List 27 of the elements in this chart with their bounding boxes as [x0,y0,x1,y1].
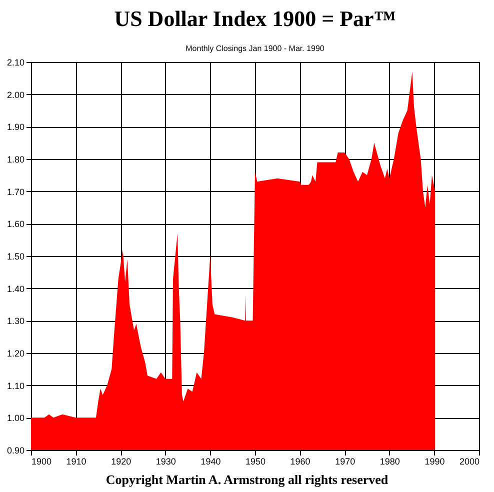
y-tick-label: 2.00 [6,90,24,100]
y-tick-label: 0.90 [6,446,24,456]
x-tick-label: 1930 [156,456,176,466]
y-tick-label: 1.60 [6,219,24,230]
y-tick-label: 1.30 [6,316,24,326]
x-tick-label: 1960 [290,456,310,466]
y-tick-label: 1.80 [6,154,24,164]
x-tick-label: 1910 [66,456,86,466]
x-tick-label: 1950 [245,456,266,466]
chart-subtitle: Monthly Closings Jan 1900 - Mar. 1990 [186,44,325,53]
y-tick-label: 1.70 [6,186,24,197]
x-tick-label: 1970 [335,456,356,466]
y-tick-label: 2.10 [6,58,24,68]
x-tick-label: 1900 [32,456,52,466]
y-tick-label: 1.10 [6,380,24,391]
y-tick-label: 1.90 [6,122,24,132]
y-tick-label: 1.50 [6,252,24,262]
text: Copyright Martin A. Armstrong all rights reserved [104,472,390,488]
x-tick-label: 1980 [380,456,400,466]
chart-title: US Dollar Index 1900 = Par™ [114,6,396,31]
x-tick-label: 1940 [200,456,221,466]
y-tick-label: 1.00 [6,413,24,424]
y-tick-label: 1.20 [6,348,24,358]
y-tick-label: 1.40 [6,284,24,294]
x-tick-label: 1920 [111,456,132,466]
x-tick-label: 2000 [459,456,480,466]
x-tick-label: 1990 [424,456,445,466]
